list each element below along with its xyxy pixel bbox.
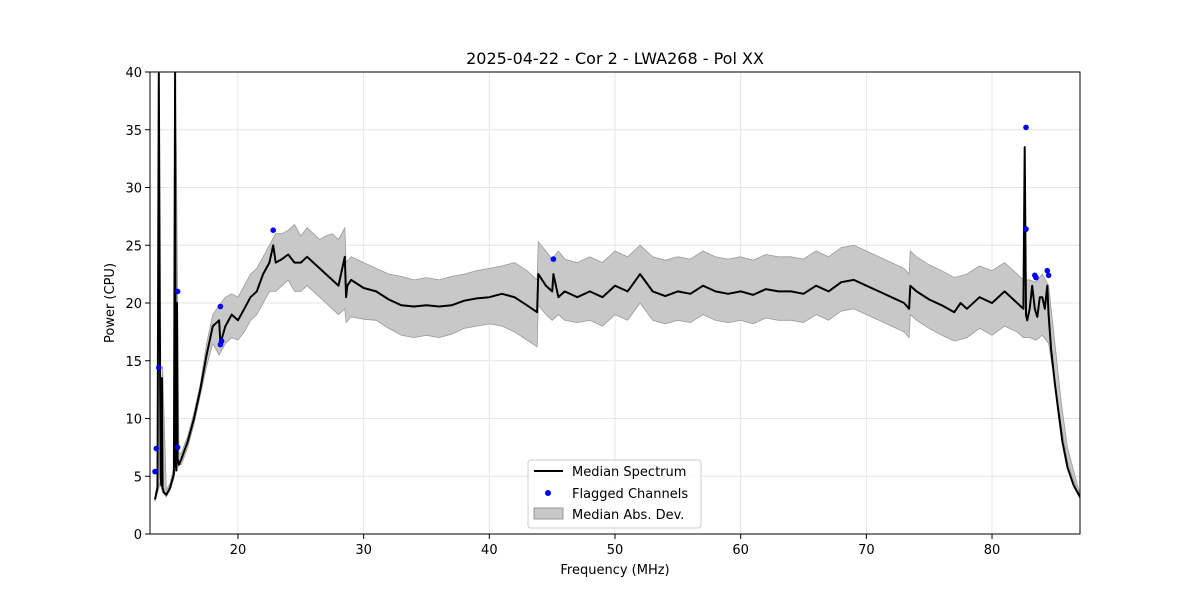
y-tick-label: 0 <box>134 528 142 543</box>
y-tick-label: 25 <box>125 239 142 254</box>
flagged-channel-point <box>217 341 224 348</box>
legend-flagged-swatch <box>545 490 551 496</box>
flagged-channel-point <box>1045 272 1052 279</box>
y-axis-label: Power (CPU) <box>103 263 118 343</box>
y-tick-label: 5 <box>134 470 142 485</box>
y-tick-label: 30 <box>125 182 142 197</box>
x-tick-label: 50 <box>607 543 624 558</box>
flagged-channel-point <box>1044 267 1051 274</box>
x-tick-label: 40 <box>481 543 498 558</box>
flagged-channel-point <box>1033 274 1039 281</box>
y-axis-ticks: 0 5 10 15 20 25 30 35 40 <box>125 66 150 543</box>
x-tick-label: 20 <box>230 543 247 558</box>
x-tick-label: 60 <box>732 543 749 558</box>
legend-mad-swatch <box>533 507 564 520</box>
median-spectrum-line <box>154 72 1080 500</box>
flagged-channel-point <box>1023 226 1029 232</box>
legend-median-label: Median Spectrum <box>572 465 686 480</box>
median-line-layer <box>154 72 1080 500</box>
flagged-channel-point <box>153 445 160 452</box>
y-tick-label: 10 <box>125 413 142 428</box>
x-axis-label: Frequency (MHz) <box>560 563 669 578</box>
flagged-points-layer <box>152 124 1052 475</box>
flagged-channel-point <box>156 364 162 371</box>
legend-flagged-label: Flagged Channels <box>572 487 688 502</box>
flagged-channel-point <box>152 468 158 475</box>
x-tick-label: 80 <box>984 543 1001 558</box>
flagged-channel-point <box>270 227 277 233</box>
y-tick-label: 35 <box>125 124 142 139</box>
legend-mad-label: Median Abs. Dev. <box>572 508 684 523</box>
y-tick-label: 20 <box>125 297 142 312</box>
y-tick-label: 40 <box>125 66 142 81</box>
flagged-channel-point <box>217 303 224 310</box>
flagged-channel-point <box>174 288 181 295</box>
flagged-channel-point <box>1023 124 1029 131</box>
x-tick-label: 30 <box>355 543 372 558</box>
chart-title: 2025-04-22 - Cor 2 - LWA268 - Pol XX <box>466 49 764 68</box>
flagged-channel-point <box>174 444 181 451</box>
flagged-channel-point <box>550 256 557 262</box>
x-tick-label: 70 <box>858 543 875 558</box>
legend: Median Spectrum Flagged Channels Median … <box>527 459 702 529</box>
x-axis-ticks: 20 30 40 50 60 70 80 <box>230 534 1001 558</box>
legend-box <box>527 459 702 529</box>
y-tick-label: 15 <box>125 355 142 370</box>
